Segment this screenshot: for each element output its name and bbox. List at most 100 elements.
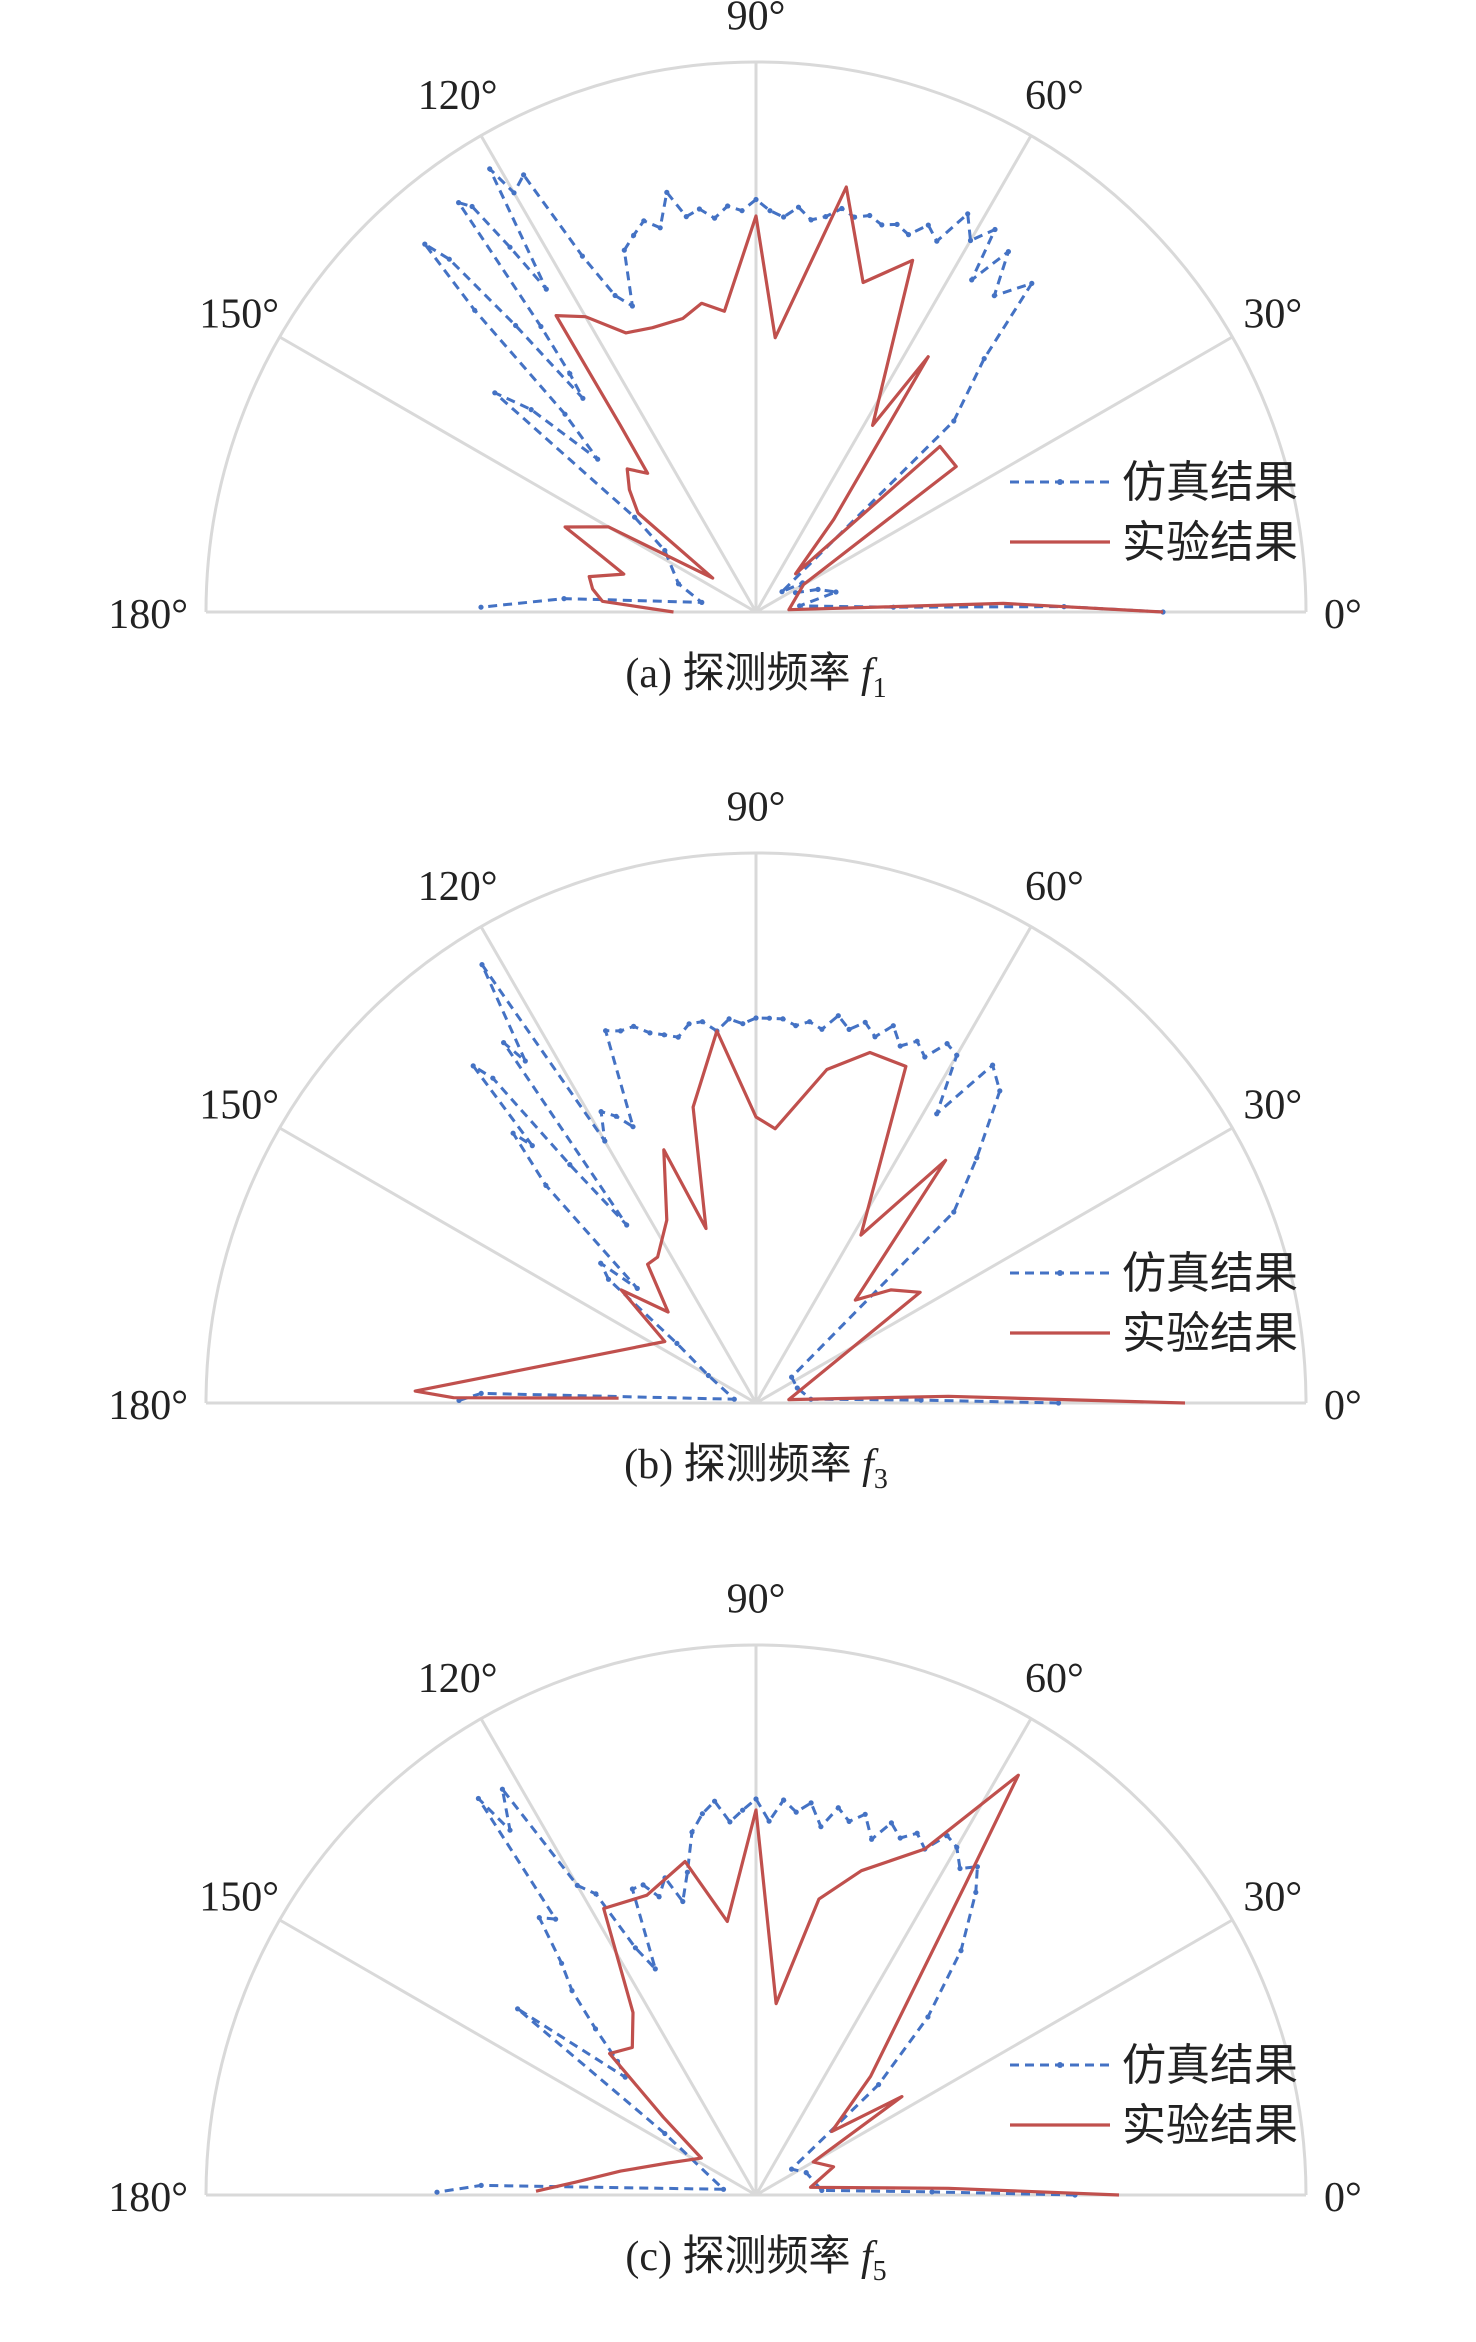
sim-point-25 [839,205,845,212]
sim-point-32 [739,208,745,214]
legend: 仿真结果 实验结果 [1010,2041,1298,2150]
sim-point-53 [605,1276,612,1282]
panel-c: 0° 30° 60° 90° 120° 150° 180° 仿真结果 实验结果 … [108,1576,1362,2287]
legend-label-sim: 仿真结果 [1122,2041,1298,2090]
sim-point-19 [835,1013,841,1019]
caption-text: (b) 探测频率 [624,1441,862,1488]
caption-sub: 3 [874,1464,888,1495]
legend-label-sim: 仿真结果 [1122,1249,1298,1298]
tick-label-180: 180° [108,2175,188,2221]
legend: 仿真结果 实验结果 [1010,1249,1298,1358]
sim-point-33 [647,1030,653,1036]
sim-point-62 [492,390,498,396]
sim-point-43 [612,292,618,299]
sim-point-41 [621,247,627,253]
sim-point-43 [501,1040,507,1046]
sim-point-25 [766,1818,772,1824]
sim-point-13 [914,1038,920,1044]
sim-point-42 [522,1058,528,1064]
tick-label-90: 90° [727,784,786,830]
sim-point-22 [808,1800,814,1806]
sim-point-4 [789,1374,795,1380]
sim-point-22 [793,1023,799,1029]
sim-point-14 [914,1830,920,1836]
sim-point-39 [641,218,647,224]
sim-point-44 [624,1222,630,1228]
sim-point-21 [818,1824,824,1830]
sim-point-10 [954,1052,960,1058]
sim-point-32 [684,1869,691,1875]
sim-point-20 [905,232,912,238]
series-line-sim [436,1787,1076,2197]
sim-point-52 [598,1260,604,1266]
sim-point-64 [662,547,668,554]
series-layer [434,1773,1120,2198]
sim-point-52 [515,2006,521,2012]
polar-grid [204,1643,1308,2197]
sim-point-10 [957,1865,963,1872]
tick-label-150: 150° [199,1083,279,1129]
sim-point-57 [422,241,428,247]
sim-point-41 [574,1882,580,1888]
sim-point-34 [712,215,718,221]
panel-b: 0° 30° 60° 90° 120° 150° 180° 仿真结果 实验结果 … [108,784,1362,1495]
sim-point-4 [789,2166,795,2172]
sim-point-1 [918,1397,924,1403]
sim-point-3 [797,603,803,609]
spoke-150 [278,1918,757,2197]
sim-point-7 [958,1948,964,1954]
sim-point-3 [794,1385,800,1391]
sim-point-15 [897,1835,903,1841]
sim-point-17 [862,1019,868,1025]
spoke-120 [479,925,758,1404]
sim-point-40 [602,1138,608,1144]
sim-point-16 [967,237,974,244]
tick-label-120: 120° [418,73,498,119]
sim-point-26 [753,1796,759,1802]
sim-point-36 [640,1882,646,1888]
sim-point-41 [479,962,485,968]
sim-point-9 [951,418,957,424]
sim-point-29 [699,1019,706,1025]
sim-point-10 [981,356,987,362]
spoke-30 [755,1918,1234,2197]
sim-point-23 [780,1016,786,1022]
sim-point-19 [846,1818,852,1824]
sim-point-63 [632,514,638,520]
sim-point-38 [613,1113,619,1119]
sim-point-12 [922,1054,928,1060]
sim-point-20 [835,1805,841,1811]
tick-label-60: 60° [1025,864,1084,910]
sim-point-42 [629,303,636,309]
legend-label-exp: 实验结果 [1122,518,1298,567]
tick-label-150: 150° [199,292,279,338]
sim-point-8 [973,1889,979,1895]
sim-point-35 [656,1894,662,1900]
sim-point-43 [507,1827,513,1833]
sim-point-24 [781,1797,787,1803]
sim-point-38 [657,225,663,231]
series-layer [413,962,1186,1406]
sim-point-46 [490,1075,496,1081]
sim-point-5 [876,2082,882,2088]
tick-label-30: 30° [1243,1875,1302,1921]
sim-point-27 [740,1807,746,1813]
tick-label-150: 150° [199,1875,279,1921]
sim-point-40 [631,232,637,238]
sim-point-14 [969,277,975,283]
tick-label-0: 0° [1324,1383,1362,1429]
sim-point-49 [507,244,513,250]
sim-point-18 [862,1811,868,1817]
sim-point-45 [553,1916,559,1922]
sim-point-5 [815,586,821,593]
spoke-30 [755,335,1234,614]
sim-point-7 [997,1088,1003,1094]
sim-point-35 [618,1028,624,1034]
sim-point-24 [766,1015,773,1021]
series-line-exp [554,185,1164,614]
sim-point-38 [652,1966,658,1972]
sim-point-28 [727,1819,733,1825]
spoke-150 [278,335,757,614]
legend: 仿真结果 实验结果 [1010,458,1298,567]
